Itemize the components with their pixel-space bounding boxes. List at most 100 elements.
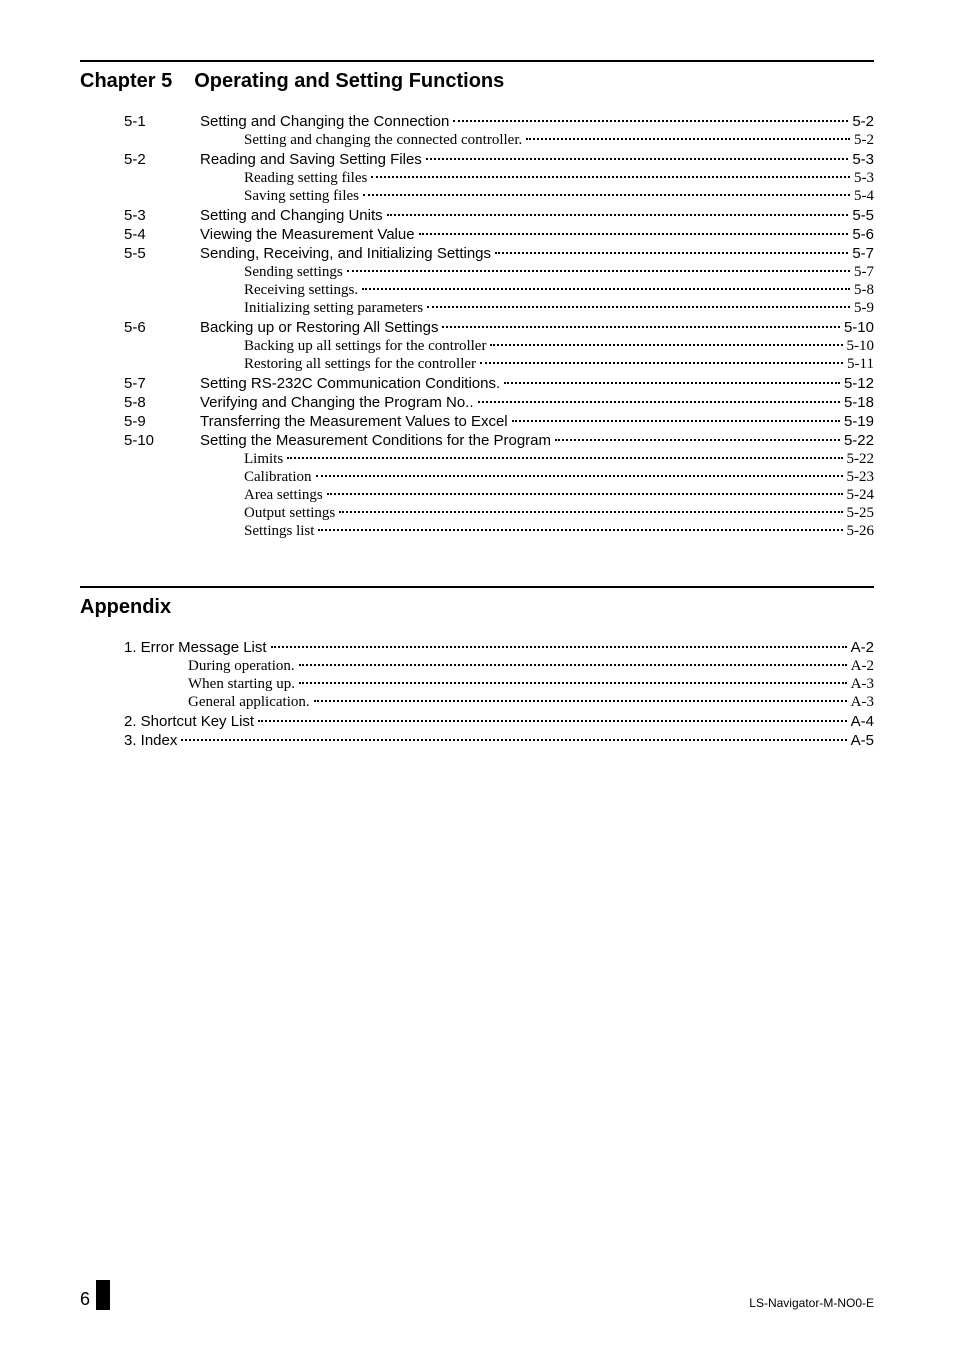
toc-text-col: Setting and Changing the Connection 5-2 [200,113,874,130]
toc-text-col: Setting and Changing Units 5-5 [200,207,874,224]
toc-leader [339,511,842,513]
toc-text-col: Receiving settings. 5-8 [200,282,874,299]
toc-entry-text: Area settings [200,487,323,504]
toc-text-col: Transferring the Measurement Values to E… [200,413,874,430]
appendix-block: Appendix 1. Error Message List A-2During… [80,586,874,749]
toc-section-row: 5-5Sending, Receiving, and Initializing … [80,245,874,262]
toc-entry-text: Backing up all settings for the controll… [200,338,486,355]
footer-doc-code: LS-Navigator-M-NO0-E [749,1296,874,1310]
toc-page-ref: 5-8 [854,282,874,299]
toc-leader [478,401,840,403]
toc-text-col: Output settings 5-25 [200,505,874,522]
toc-sub-row: Receiving settings. 5-8 [80,282,874,299]
toc-leader [271,646,847,648]
toc-page-ref: 5-3 [852,151,874,168]
toc-section-number: 5-8 [80,394,200,411]
toc-page-ref: 5-23 [847,469,875,486]
toc-sub-row: Limits 5-22 [80,451,874,468]
toc-page-ref: 5-2 [852,113,874,130]
toc-sub-row: Setting and changing the connected contr… [80,132,874,149]
toc-entry-text: During operation. [124,658,295,675]
toc-text-col: Reading setting files 5-3 [200,170,874,187]
toc-leader [555,439,840,441]
toc-page-ref: A-2 [851,639,874,656]
toc-leader [504,382,840,384]
toc-section-row: 5-8Verifying and Changing the Program No… [80,394,874,411]
toc-section-row: 5-3Setting and Changing Units 5-5 [80,207,874,224]
toc-leader [427,306,850,308]
toc-page-ref: 5-2 [854,132,874,149]
toc-text-col: Restoring all settings for the controlle… [200,356,874,373]
toc-leader [495,252,848,254]
toc-section-number: 5-5 [80,245,200,262]
toc-page-ref: 5-10 [847,338,875,355]
toc-page-ref: 5-11 [847,356,874,373]
toc-section-number: 5-7 [80,375,200,392]
toc-page-ref: 5-25 [847,505,875,522]
toc-section-number: 5-2 [80,151,200,168]
toc-entry-text: Reading and Saving Setting Files [200,151,422,168]
toc-page-ref: A-5 [851,732,874,749]
chapter-heading: Chapter 5 Operating and Setting Function… [80,60,874,93]
toc-entry-text: Receiving settings. [200,282,358,299]
toc-section-number: 5-9 [80,413,200,430]
toc-page-ref: 5-7 [852,245,874,262]
toc-text-col: Initializing setting parameters 5-9 [200,300,874,317]
toc-leader [181,739,846,741]
toc-text-col: Setting and changing the connected contr… [200,132,874,149]
toc-text-col: Area settings 5-24 [200,487,874,504]
toc-entry-text: Calibration [200,469,312,486]
toc-entry-text: Viewing the Measurement Value [200,226,415,243]
toc-leader [387,214,849,216]
toc-page-ref: A-4 [851,713,874,730]
toc-entry-text: 3. Index [124,732,177,749]
toc-leader [442,326,840,328]
toc-text-col: Reading and Saving Setting Files 5-3 [200,151,874,168]
toc-text-col: General application. A-3 [80,694,874,711]
toc-leader [362,288,850,290]
toc-entry-text: When starting up. [124,676,295,693]
toc-page-ref: A-2 [851,658,874,675]
toc-page-ref: 5-12 [844,375,874,392]
footer-left: 6 [80,1280,110,1310]
toc-entry-text: Reading setting files [200,170,367,187]
toc-section-row: 5-10Setting the Measurement Conditions f… [80,432,874,449]
appendix-sub-row: When starting up. A-3 [80,676,874,693]
toc-section-number: 5-6 [80,319,200,336]
toc-entry-text: Sending, Receiving, and Initializing Set… [200,245,491,262]
toc-leader [314,700,847,702]
toc-text-col: Setting the Measurement Conditions for t… [200,432,874,449]
chapter-label: Chapter 5 [80,70,172,92]
toc-leader [299,682,847,684]
toc-text-col: Viewing the Measurement Value 5-6 [200,226,874,243]
toc-section-number: 5-10 [80,432,200,449]
toc-leader [363,194,850,196]
toc-entry-text: Backing up or Restoring All Settings [200,319,438,336]
toc-page-ref: 5-10 [844,319,874,336]
toc-entry-text: Setting and changing the connected contr… [200,132,522,149]
toc-section-number: 5-3 [80,207,200,224]
toc-sub-row: Saving setting files 5-4 [80,188,874,205]
toc-text-col: During operation. A-2 [80,658,874,675]
toc-entry-text: Restoring all settings for the controlle… [200,356,476,373]
toc-section-row: 5-7Setting RS-232C Communication Conditi… [80,375,874,392]
toc-entry-text: Limits [200,451,283,468]
toc-page-ref: 5-6 [852,226,874,243]
appendix-sub-row: General application. A-3 [80,694,874,711]
toc-sub-row: Initializing setting parameters 5-9 [80,300,874,317]
toc-sub-row: Area settings 5-24 [80,487,874,504]
toc-leader [490,344,842,346]
toc-section-row: 5-2Reading and Saving Setting Files 5-3 [80,151,874,168]
toc-entry-text: Output settings [200,505,335,522]
toc-page-ref: 5-5 [852,207,874,224]
chapter-title: Operating and Setting Functions [194,70,504,92]
toc-leader [419,233,849,235]
page-footer: 6 LS-Navigator-M-NO0-E [80,1280,874,1310]
toc-text-col: Setting RS-232C Communication Conditions… [200,375,874,392]
toc-text-col: Saving setting files 5-4 [200,188,874,205]
toc-page-ref: 5-24 [847,487,875,504]
appendix-heading: Appendix [80,586,874,619]
toc-leader [526,138,850,140]
toc-leader [512,420,840,422]
toc-section-number: 5-1 [80,113,200,130]
